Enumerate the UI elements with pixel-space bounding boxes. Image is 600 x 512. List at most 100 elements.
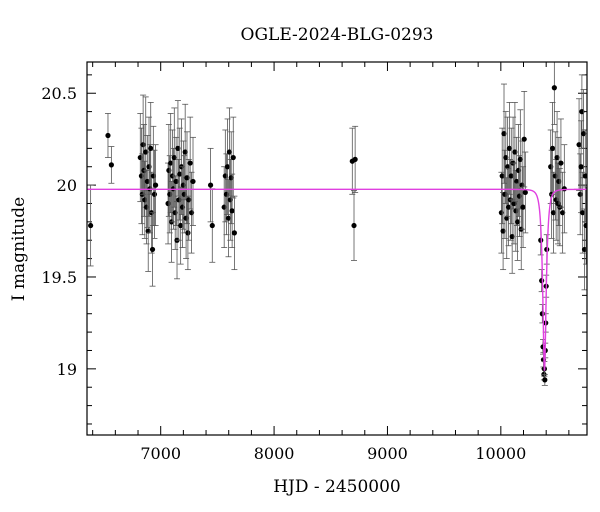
data-point — [522, 151, 529, 234]
data-point — [508, 127, 515, 225]
data-marker — [231, 230, 237, 236]
data-point — [579, 171, 586, 254]
data-marker — [221, 204, 227, 210]
data-point — [583, 186, 587, 265]
data-marker — [500, 228, 506, 234]
data-point — [174, 100, 181, 197]
data-marker — [190, 178, 196, 185]
data-marker — [578, 164, 584, 170]
data-marker — [554, 154, 560, 161]
y-tick-label: 20.5 — [41, 84, 77, 103]
x-tick-label: 10000 — [475, 444, 526, 463]
data-marker — [580, 210, 586, 216]
data-point — [551, 62, 558, 125]
data-marker — [503, 154, 509, 161]
x-tick-label: 7000 — [140, 444, 181, 463]
data-marker — [501, 131, 507, 137]
data-point — [511, 102, 518, 203]
data-marker — [144, 178, 150, 185]
data-point — [230, 116, 237, 199]
data-point — [541, 373, 548, 386]
data-marker — [149, 246, 156, 253]
data-marker — [514, 178, 520, 185]
data-marker — [539, 278, 545, 284]
data-marker — [173, 178, 179, 185]
data-marker — [542, 377, 548, 383]
data-point — [520, 166, 527, 248]
data-marker — [165, 200, 171, 207]
data-marker — [506, 145, 513, 151]
y-tick-label: 20 — [57, 176, 77, 195]
plot-frame — [86, 61, 588, 436]
data-point — [108, 146, 115, 184]
data-point — [521, 90, 528, 188]
data-marker — [551, 85, 557, 91]
data-marker — [88, 222, 94, 229]
data-marker — [168, 160, 174, 166]
data-point — [190, 136, 197, 226]
data-marker — [517, 156, 523, 162]
data-marker — [512, 149, 518, 155]
data-marker — [207, 182, 214, 188]
data-marker — [143, 204, 150, 210]
data-point — [502, 111, 509, 204]
chart-title: OGLE-2024-BLG-0293 — [241, 25, 434, 45]
data-point — [177, 186, 184, 265]
data-marker — [225, 215, 232, 221]
data-marker — [577, 191, 583, 197]
data-marker — [498, 210, 504, 216]
data-marker — [580, 131, 587, 137]
data-marker — [521, 136, 527, 142]
data-point — [506, 102, 513, 195]
data-marker — [558, 160, 564, 166]
data-marker — [579, 109, 585, 115]
data-point — [500, 192, 507, 271]
data-marker — [229, 208, 235, 214]
data-marker — [150, 173, 156, 179]
data-marker — [550, 210, 557, 216]
data-point — [224, 118, 231, 215]
data-point — [147, 102, 154, 195]
data-marker — [499, 173, 505, 179]
data-point — [352, 125, 359, 193]
data-point — [187, 116, 194, 210]
data-marker — [187, 160, 193, 166]
data-marker — [182, 149, 188, 155]
data-marker — [177, 171, 183, 177]
data-point — [207, 147, 214, 223]
data-point — [171, 107, 178, 208]
y-axis-label: I magnitude — [9, 197, 29, 301]
data-marker — [505, 204, 512, 210]
data-point — [351, 190, 358, 261]
data-series — [87, 62, 587, 386]
data-marker — [509, 233, 515, 240]
x-axis-label: HJD - 2450000 — [273, 477, 401, 497]
data-marker — [209, 222, 215, 229]
data-marker — [582, 173, 587, 179]
data-marker — [583, 222, 587, 229]
data-point — [517, 109, 524, 210]
data-point — [152, 144, 159, 226]
data-marker — [151, 191, 158, 197]
data-marker — [549, 145, 556, 151]
data-point — [149, 212, 156, 287]
y-tick-label: 19.5 — [41, 268, 77, 287]
data-point — [225, 179, 232, 258]
data-marker — [511, 200, 517, 207]
data-marker — [145, 228, 151, 234]
data-point — [104, 113, 111, 158]
data-point — [499, 127, 506, 225]
data-marker — [175, 145, 181, 151]
data-marker — [351, 222, 357, 229]
data-point — [557, 118, 564, 208]
data-point — [501, 83, 508, 184]
data-marker — [186, 197, 192, 203]
data-point — [503, 177, 510, 260]
data-marker — [222, 173, 228, 179]
data-marker — [230, 154, 236, 161]
data-marker — [505, 164, 511, 170]
data-marker — [508, 173, 514, 179]
data-marker — [185, 230, 191, 236]
data-marker — [352, 156, 358, 162]
data-marker — [152, 182, 159, 188]
